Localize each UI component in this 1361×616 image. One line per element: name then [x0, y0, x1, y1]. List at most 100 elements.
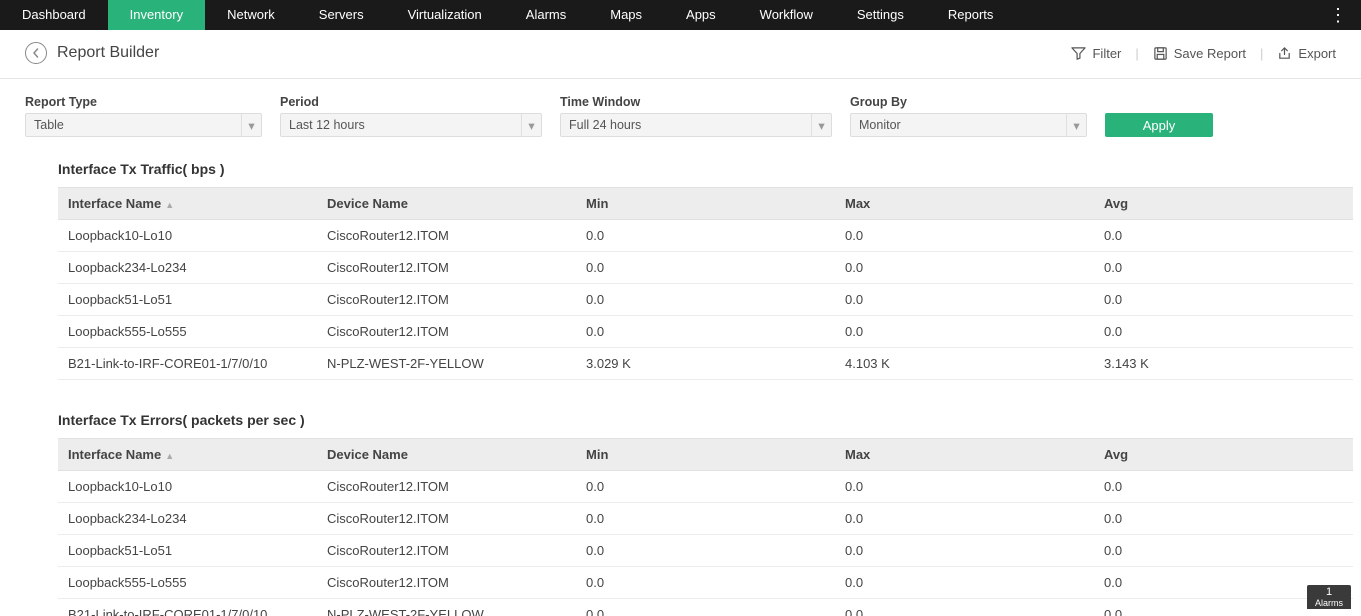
caret-down-icon: ▾ — [811, 114, 831, 136]
nav-tab-servers[interactable]: Servers — [297, 0, 386, 30]
period-select[interactable]: Last 12 hours ▾ — [280, 113, 542, 137]
table-cell: 0.0 — [576, 252, 835, 284]
table-row[interactable]: Loopback555-Lo555CiscoRouter12.ITOM0.00.… — [58, 567, 1353, 599]
column-header[interactable]: Interface Name▲ — [58, 439, 317, 471]
table-cell: Loopback555-Lo555 — [58, 316, 317, 348]
table-row[interactable]: Loopback234-Lo234CiscoRouter12.ITOM0.00.… — [58, 252, 1353, 284]
table-cell: 0.0 — [576, 567, 835, 599]
nav-tab-maps[interactable]: Maps — [588, 0, 664, 30]
nav-tab-network[interactable]: Network — [205, 0, 297, 30]
table-cell: 0.0 — [576, 471, 835, 503]
table-row[interactable]: Loopback234-Lo234CiscoRouter12.ITOM0.00.… — [58, 503, 1353, 535]
nav-tab-dashboard[interactable]: Dashboard — [0, 0, 108, 30]
column-header[interactable]: Min — [576, 439, 835, 471]
nav-tab-apps[interactable]: Apps — [664, 0, 738, 30]
table-cell: 0.0 — [835, 567, 1094, 599]
table-cell: Loopback555-Lo555 — [58, 567, 317, 599]
table-cell: 0.0 — [1094, 220, 1353, 252]
table-row[interactable]: Loopback10-Lo10CiscoRouter12.ITOM0.00.00… — [58, 471, 1353, 503]
group-by-value: Monitor — [859, 118, 901, 132]
table-row[interactable]: Loopback555-Lo555CiscoRouter12.ITOM0.00.… — [58, 316, 1353, 348]
top-nav: Dashboard Inventory Network Servers Virt… — [0, 0, 1361, 30]
report-type-label: Report Type — [25, 95, 280, 109]
column-header[interactable]: Device Name — [317, 188, 576, 220]
nav-tab-reports[interactable]: Reports — [926, 0, 1016, 30]
export-label: Export — [1298, 46, 1336, 61]
time-window-value: Full 24 hours — [569, 118, 641, 132]
data-table: Interface Name▲Device NameMinMaxAvgLoopb… — [58, 438, 1353, 616]
save-report-label: Save Report — [1174, 46, 1246, 61]
sort-indicator-icon: ▲ — [165, 451, 174, 461]
report-type-select[interactable]: Table ▾ — [25, 113, 262, 137]
export-action[interactable]: Export — [1277, 46, 1336, 61]
filter-label: Filter — [1092, 46, 1121, 61]
table-cell: 0.0 — [835, 471, 1094, 503]
table-cell: CiscoRouter12.ITOM — [317, 503, 576, 535]
table-cell: 0.0 — [835, 220, 1094, 252]
filter-bar: Report Type Table ▾ Period Last 12 hours… — [0, 79, 1361, 147]
nav-tab-settings[interactable]: Settings — [835, 0, 926, 30]
period-value: Last 12 hours — [289, 118, 365, 132]
separator: | — [1260, 46, 1263, 61]
nav-tab-virtualization[interactable]: Virtualization — [386, 0, 504, 30]
column-header[interactable]: Device Name — [317, 439, 576, 471]
table-cell: 4.103 K — [835, 348, 1094, 380]
table-cell: 0.0 — [1094, 471, 1353, 503]
table-cell: 0.0 — [835, 503, 1094, 535]
table-row[interactable]: Loopback51-Lo51CiscoRouter12.ITOM0.00.00… — [58, 535, 1353, 567]
table-row[interactable]: Loopback10-Lo10CiscoRouter12.ITOM0.00.00… — [58, 220, 1353, 252]
save-icon — [1153, 46, 1168, 61]
table-row[interactable]: Loopback51-Lo51CiscoRouter12.ITOM0.00.00… — [58, 284, 1353, 316]
table-cell: Loopback234-Lo234 — [58, 503, 317, 535]
column-header[interactable]: Avg — [1094, 439, 1353, 471]
table-cell: 0.0 — [1094, 316, 1353, 348]
alarms-count: 1 — [1326, 587, 1332, 598]
filter-icon — [1071, 46, 1086, 61]
column-header[interactable]: Max — [835, 188, 1094, 220]
report-type-value: Table — [34, 118, 64, 132]
column-header[interactable]: Min — [576, 188, 835, 220]
back-button[interactable] — [25, 42, 47, 64]
table-cell: Loopback51-Lo51 — [58, 535, 317, 567]
nav-tab-inventory[interactable]: Inventory — [108, 0, 205, 30]
report-content[interactable]: Interface Tx Traffic( bps )Interface Nam… — [0, 147, 1361, 616]
table-cell: 0.0 — [576, 503, 835, 535]
table-cell: Loopback10-Lo10 — [58, 471, 317, 503]
period-label: Period — [280, 95, 560, 109]
table-cell: 0.0 — [835, 535, 1094, 567]
filter-action[interactable]: Filter — [1071, 46, 1121, 61]
table-cell: Loopback234-Lo234 — [58, 252, 317, 284]
separator: | — [1135, 46, 1138, 61]
table-cell: CiscoRouter12.ITOM — [317, 316, 576, 348]
report-section: Interface Tx Errors( packets per sec )In… — [58, 406, 1353, 616]
caret-down-icon: ▾ — [1066, 114, 1086, 136]
save-report-action[interactable]: Save Report — [1153, 46, 1246, 61]
page-title: Report Builder — [57, 44, 159, 62]
alarms-badge[interactable]: 1 Alarms — [1307, 585, 1351, 609]
table-row[interactable]: B21-Link-to-IRF-CORE01-1/7/0/10N-PLZ-WES… — [58, 599, 1353, 616]
sort-indicator-icon: ▲ — [165, 200, 174, 210]
table-cell: CiscoRouter12.ITOM — [317, 252, 576, 284]
table-cell: 0.0 — [576, 284, 835, 316]
nav-tab-workflow[interactable]: Workflow — [738, 0, 835, 30]
export-icon — [1277, 46, 1292, 61]
apply-button[interactable]: Apply — [1105, 113, 1213, 137]
page-header: Report Builder Filter | Save Report | Ex… — [0, 30, 1361, 79]
caret-down-icon: ▾ — [521, 114, 541, 136]
table-cell: B21-Link-to-IRF-CORE01-1/7/0/10 — [58, 599, 317, 616]
table-cell: CiscoRouter12.ITOM — [317, 284, 576, 316]
table-cell: 0.0 — [576, 316, 835, 348]
time-window-label: Time Window — [560, 95, 850, 109]
group-by-select[interactable]: Monitor ▾ — [850, 113, 1087, 137]
table-cell: B21-Link-to-IRF-CORE01-1/7/0/10 — [58, 348, 317, 380]
column-header[interactable]: Interface Name▲ — [58, 188, 317, 220]
column-header[interactable]: Avg — [1094, 188, 1353, 220]
table-cell: 0.0 — [576, 220, 835, 252]
table-cell: 3.029 K — [576, 348, 835, 380]
column-header[interactable]: Max — [835, 439, 1094, 471]
time-window-select[interactable]: Full 24 hours ▾ — [560, 113, 832, 137]
table-row[interactable]: B21-Link-to-IRF-CORE01-1/7/0/10N-PLZ-WES… — [58, 348, 1353, 380]
nav-more-icon[interactable]: ⋮ — [1323, 0, 1353, 30]
table-cell: 0.0 — [835, 316, 1094, 348]
nav-tab-alarms[interactable]: Alarms — [504, 0, 588, 30]
